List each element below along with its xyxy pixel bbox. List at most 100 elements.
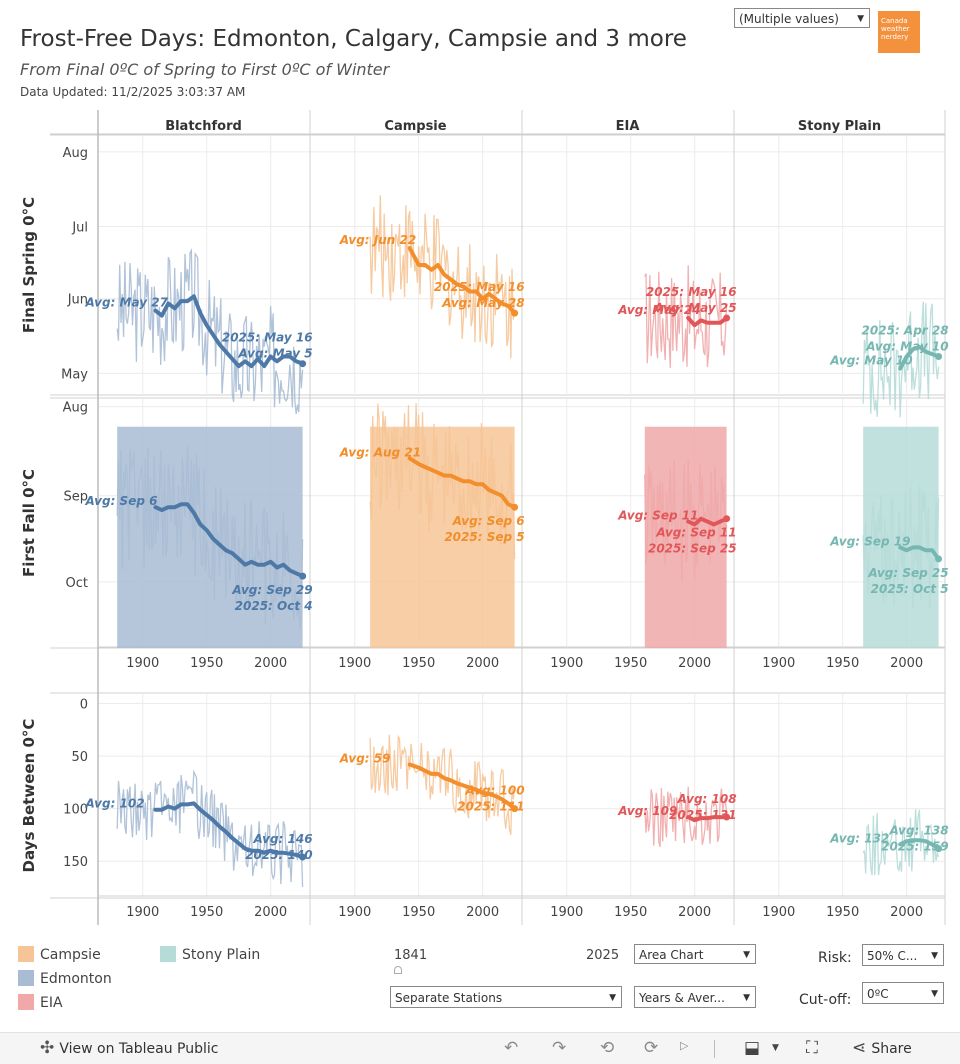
- slider-handle-left[interactable]: [394, 966, 402, 974]
- page-subtitle: From Final 0ºC of Spring to First 0ºC of…: [20, 60, 390, 79]
- trend-line: [898, 344, 941, 371]
- trend-endpoint: [299, 572, 307, 580]
- data-label: 2025: Oct 5: [871, 582, 949, 596]
- tableau-logo-icon: ✣: [40, 1038, 55, 1058]
- yearly-series-line: [862, 301, 940, 418]
- x-tick-label: 2000: [254, 656, 287, 671]
- x-tick-label: 2000: [678, 656, 711, 671]
- year-range-start: 1841: [394, 948, 428, 963]
- trend-line: [686, 516, 729, 527]
- fullscreen-icon[interactable]: ⛶: [806, 1038, 818, 1058]
- view-on-tableau-link[interactable]: ✣ View on Tableau Public: [40, 1038, 218, 1058]
- yearly-series-line: [116, 769, 304, 887]
- yearly-series-line: [369, 734, 516, 836]
- frost-free-chart: Blatchford Campsie EIA Stony Plain May Jun Jul…: [20, 110, 949, 925]
- data-label: Avg: May 25: [653, 301, 736, 315]
- pause-icon[interactable]: ▷: [680, 1039, 689, 1052]
- x-tick-label: 2000: [466, 656, 499, 671]
- trend-line: [898, 838, 941, 851]
- y-tick-label: 150: [63, 855, 88, 870]
- data-label: Avg: 59: [339, 751, 391, 765]
- display-mode-value: Years & Aver...: [639, 991, 725, 1005]
- x-tick-label: 1900: [338, 905, 371, 920]
- trend-line: [153, 294, 305, 369]
- data-label: Avg: 108: [677, 792, 737, 806]
- row-axis-title: First Fall 0°C: [20, 469, 38, 577]
- legend-swatch: [18, 946, 34, 962]
- data-label: 2025: Oct 4: [235, 599, 313, 613]
- x-tick-label: 1900: [126, 905, 159, 920]
- trend-endpoint: [723, 515, 731, 523]
- data-label: Avg: Sep 6: [85, 494, 158, 508]
- legend-item-stony-plain[interactable]: Stony Plain: [160, 946, 260, 964]
- legend-label: Stony Plain: [182, 947, 261, 963]
- legend-swatch: [18, 994, 34, 1010]
- y-tick-label: Aug: [63, 146, 88, 161]
- risk-dropdown[interactable]: 50% C... ▼: [862, 944, 944, 966]
- page-title: Frost-Free Days: Edmonton, Calgary, Camp…: [20, 26, 687, 52]
- data-label: 2025: 111: [457, 800, 524, 814]
- chevron-down-icon[interactable]: ▼: [772, 1043, 779, 1053]
- trend-endpoint: [935, 845, 943, 853]
- trend-endpoint: [299, 853, 307, 861]
- trend-endpoint: [299, 360, 307, 368]
- undo-icon[interactable]: ↶: [504, 1038, 519, 1058]
- chevron-down-icon: ▼: [743, 950, 750, 960]
- data-label: 2025: 140: [245, 848, 312, 862]
- y-tick-label: Jul: [71, 220, 88, 235]
- risk-value: 50% C...: [867, 949, 918, 963]
- trend-line: [407, 246, 517, 316]
- chart-mode-dropdown[interactable]: Area Chart ▼: [634, 944, 756, 964]
- y-tick-label: Jun: [67, 293, 88, 308]
- data-label: Avg: Aug 21: [339, 445, 421, 459]
- trend-line: [407, 456, 517, 510]
- yearly-series-line: [369, 195, 516, 359]
- yearly-series-line: [116, 248, 304, 414]
- trend-line: [686, 316, 729, 328]
- stations-mode-value: Separate Stations: [395, 991, 503, 1005]
- y-tick-label: Oct: [66, 576, 88, 591]
- column-header: [522, 110, 733, 134]
- share-button[interactable]: ⋖ Share: [852, 1038, 912, 1058]
- legend-label: EIA: [40, 995, 63, 1011]
- row-axis-title: Final Spring 0°C: [20, 197, 38, 333]
- cutoff-dropdown[interactable]: 0ºC ▼: [862, 982, 944, 1004]
- share-label: Share: [871, 1041, 912, 1057]
- trend-endpoint: [723, 314, 731, 322]
- year-range-slider[interactable]: [394, 966, 618, 974]
- yearly-series-line: [369, 403, 516, 560]
- x-tick-label: 1900: [338, 656, 371, 671]
- display-mode-dropdown[interactable]: Years & Aver... ▼: [634, 986, 756, 1008]
- yearly-series-line: [644, 265, 728, 368]
- redo-icon[interactable]: ↷: [552, 1038, 567, 1058]
- data-label: Avg: Sep 29: [231, 583, 312, 597]
- refresh-icon[interactable]: ⟳: [644, 1038, 659, 1058]
- chevron-down-icon: ▼: [743, 993, 750, 1003]
- legend-item-eia[interactable]: EIA: [18, 994, 63, 1012]
- station-filter-dropdown[interactable]: (Multiple values) ▼: [734, 8, 870, 28]
- legend-label: Edmonton: [40, 971, 112, 987]
- x-tick-label: 1950: [190, 656, 223, 671]
- legend-item-campsie[interactable]: Campsie: [18, 946, 101, 964]
- legend-item-edmonton[interactable]: Edmonton: [18, 970, 112, 988]
- legend-swatch: [160, 946, 176, 962]
- data-updated-text: Data Updated: 11/2/2025 3:03:37 AM: [20, 85, 246, 99]
- yearly-series-line: [116, 445, 304, 630]
- data-label: Avg: May 28: [441, 296, 524, 310]
- data-label: 2025: May 16: [646, 285, 737, 299]
- revert-icon[interactable]: ⟲: [600, 1038, 615, 1058]
- year-range-end: 2025: [586, 948, 620, 963]
- download-icon[interactable]: ⬓: [744, 1038, 761, 1058]
- stations-mode-dropdown[interactable]: Separate Stations ▼: [390, 986, 622, 1008]
- x-tick-label: 1950: [826, 905, 859, 920]
- x-tick-label: 2000: [890, 656, 923, 671]
- share-icon: ⋖: [852, 1038, 867, 1058]
- data-label: Avg: May 5: [238, 347, 313, 361]
- column-header: [734, 110, 945, 134]
- trend-endpoint: [723, 813, 731, 821]
- data-label: Avg: Sep 6: [452, 514, 525, 528]
- data-label: Avg: Sep 19: [829, 534, 910, 548]
- data-label: 2025: May 16: [434, 280, 525, 294]
- data-label: Avg: Sep 11: [655, 526, 736, 540]
- x-tick-label: 1950: [614, 656, 647, 671]
